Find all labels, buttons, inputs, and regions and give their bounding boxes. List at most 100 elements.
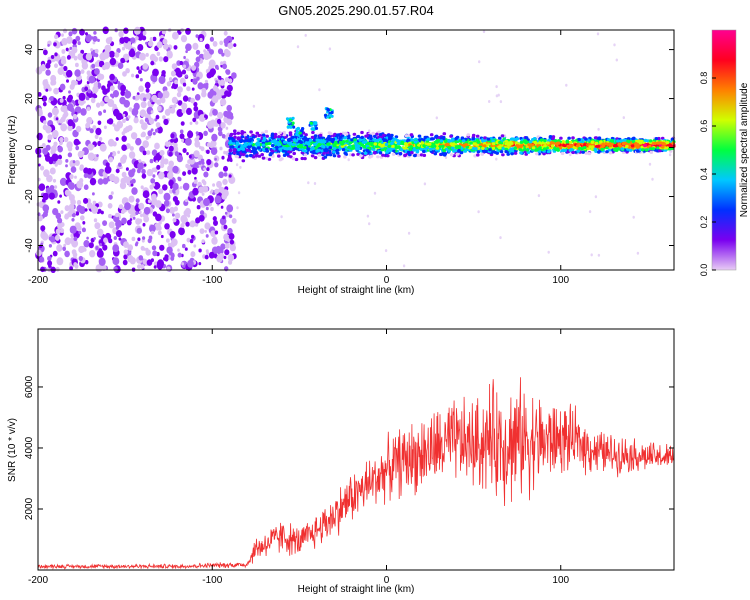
noise-blob bbox=[62, 113, 67, 120]
noise-blob bbox=[68, 31, 73, 37]
ridge-cell bbox=[536, 147, 540, 151]
ridge-cell bbox=[299, 140, 304, 144]
noise-blob bbox=[205, 82, 209, 86]
ridge-cell bbox=[363, 151, 368, 155]
noise-blob bbox=[45, 79, 48, 82]
noise-blob bbox=[92, 85, 99, 93]
noise-blob bbox=[219, 146, 223, 151]
ridge-cell bbox=[304, 141, 309, 145]
noise-blob bbox=[91, 93, 97, 99]
ridge-cell bbox=[360, 143, 365, 147]
noise-blob bbox=[212, 41, 218, 47]
noise-blob bbox=[149, 99, 153, 103]
noise-blob bbox=[91, 205, 99, 214]
ridge-cell bbox=[351, 144, 355, 148]
ridge-cell bbox=[328, 113, 332, 118]
noise-blob bbox=[195, 49, 201, 55]
ridge-cell bbox=[264, 156, 269, 160]
ridge-cell bbox=[304, 133, 308, 137]
ridge-cell bbox=[620, 147, 624, 151]
ridge-cell bbox=[356, 147, 360, 151]
noise-blob bbox=[497, 93, 500, 97]
ridge-cell bbox=[550, 144, 555, 148]
noise-blob bbox=[193, 105, 199, 112]
noise-blob bbox=[596, 32, 600, 36]
noise-blob bbox=[207, 91, 214, 99]
ridge-cell bbox=[231, 139, 236, 143]
noise-blob bbox=[209, 144, 214, 149]
ridge-cell bbox=[277, 135, 281, 139]
noise-blob bbox=[47, 43, 50, 47]
colorbar-tick-label: 0.0 bbox=[699, 264, 709, 277]
noise-blob bbox=[151, 167, 156, 173]
ridge-cell bbox=[315, 149, 319, 153]
ridge-cell bbox=[314, 126, 319, 130]
noise-blob bbox=[224, 77, 230, 83]
noise-blob bbox=[213, 220, 218, 226]
ridge-cell bbox=[291, 135, 295, 139]
ridge-cell bbox=[236, 152, 240, 156]
ridge-cell bbox=[356, 144, 361, 148]
ridge-cell bbox=[567, 136, 571, 140]
ridge-cell bbox=[232, 151, 237, 155]
noise-blob bbox=[155, 122, 161, 128]
colorbar-tick-label: 0.4 bbox=[699, 168, 709, 181]
ridge-cell bbox=[417, 138, 422, 142]
ridge-cell bbox=[230, 145, 235, 149]
ridge-cell bbox=[257, 154, 262, 158]
noise-blob bbox=[69, 46, 73, 51]
ridge-cell bbox=[251, 149, 255, 153]
ridge-cell bbox=[539, 138, 544, 142]
noise-blob bbox=[64, 214, 69, 220]
noise-blob bbox=[65, 69, 73, 78]
noise-blob bbox=[194, 176, 197, 180]
y-tick-label: 6000 bbox=[24, 375, 35, 398]
ridge-cell bbox=[546, 150, 551, 154]
ridge-cell bbox=[441, 144, 445, 148]
noise-blob bbox=[182, 148, 187, 153]
noise-blob bbox=[166, 81, 172, 87]
noise-blob bbox=[171, 238, 178, 247]
ridge-cell bbox=[597, 136, 602, 140]
ridge-cell bbox=[261, 143, 266, 147]
noise-blob bbox=[158, 56, 163, 62]
ridge-cell bbox=[323, 148, 327, 153]
noise-blob bbox=[38, 154, 42, 158]
noise-blob bbox=[221, 134, 226, 139]
ridge-cell bbox=[277, 143, 282, 147]
noise-blob bbox=[214, 162, 219, 168]
noise-blob bbox=[121, 46, 126, 51]
noise-blob bbox=[200, 146, 205, 152]
noise-blob bbox=[597, 127, 600, 131]
spectrogram-ylabel: Frequency (Hz) bbox=[7, 116, 18, 185]
noise-blob bbox=[229, 158, 233, 163]
ridge-cell bbox=[438, 145, 442, 149]
ridge-cell bbox=[528, 140, 533, 144]
ridge-cell bbox=[542, 147, 547, 151]
noise-blob bbox=[216, 118, 222, 124]
noise-blob bbox=[228, 174, 232, 178]
noise-blob bbox=[89, 128, 94, 134]
noise-blob bbox=[107, 203, 113, 209]
noise-blob bbox=[210, 230, 217, 238]
noise-blob bbox=[117, 62, 124, 69]
noise-blob bbox=[127, 115, 131, 119]
ridge-cell bbox=[278, 131, 282, 135]
ridge-cell bbox=[433, 152, 438, 156]
noise-blob bbox=[204, 229, 207, 233]
ridge-cell bbox=[554, 147, 558, 151]
noise-blob bbox=[435, 116, 438, 120]
noise-blob bbox=[187, 130, 194, 139]
noise-blob bbox=[90, 97, 96, 104]
noise-blob bbox=[177, 100, 183, 106]
noise-blob bbox=[64, 250, 70, 258]
noise-blob bbox=[74, 175, 77, 179]
ridge-cell bbox=[551, 136, 555, 141]
ridge-cell bbox=[278, 147, 282, 151]
noise-blob bbox=[47, 59, 52, 65]
noise-blob bbox=[648, 162, 652, 166]
noise-blob bbox=[103, 109, 107, 113]
ridge-cell bbox=[273, 132, 278, 136]
noise-blob bbox=[69, 208, 74, 215]
noise-blob bbox=[423, 182, 427, 186]
